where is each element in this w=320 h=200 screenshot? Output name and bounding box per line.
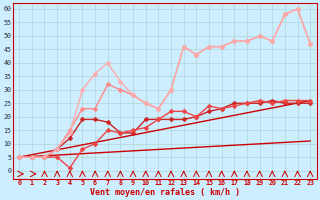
X-axis label: Vent moyen/en rafales ( km/h ): Vent moyen/en rafales ( km/h ) [90,188,240,197]
